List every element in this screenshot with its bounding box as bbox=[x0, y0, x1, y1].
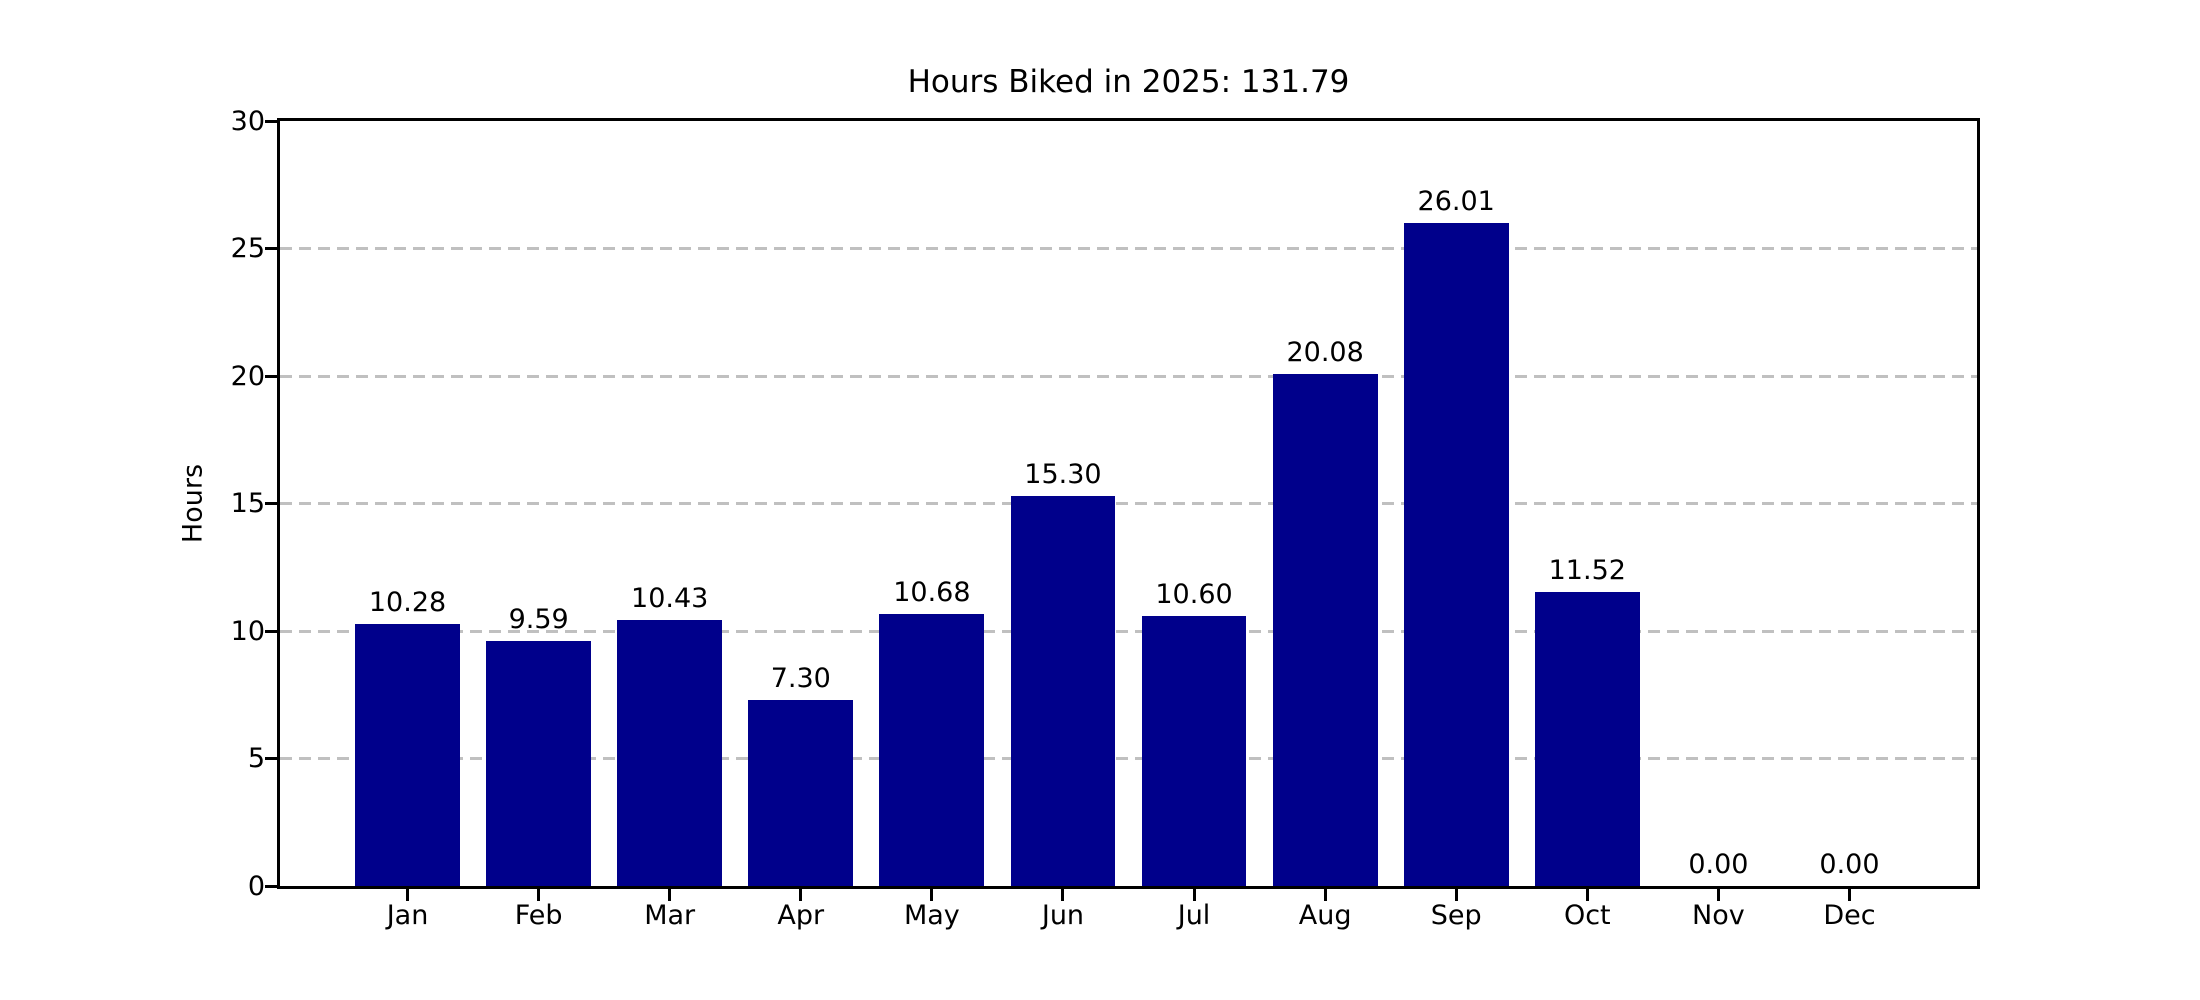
gridline bbox=[280, 374, 1977, 378]
y-tick-mark bbox=[265, 884, 277, 888]
x-tick-mark bbox=[930, 889, 934, 901]
bar-value-label: 10.68 bbox=[893, 576, 971, 608]
bar bbox=[1141, 615, 1247, 886]
x-tick-label: Jun bbox=[1041, 900, 1085, 931]
x-tick-mark bbox=[1716, 889, 1720, 901]
bar bbox=[355, 623, 460, 886]
y-tick-mark bbox=[265, 629, 277, 633]
x-tick-mark bbox=[799, 889, 803, 901]
x-tick-mark bbox=[1323, 889, 1327, 901]
y-tick-mark bbox=[265, 502, 277, 505]
chart-title: Hours Biked in 2025: 131.79 bbox=[907, 64, 1350, 100]
gridline bbox=[280, 502, 1977, 505]
bar bbox=[1403, 222, 1509, 886]
x-tick-mark bbox=[1847, 889, 1851, 901]
x-tick-label: Mar bbox=[644, 900, 696, 931]
x-tick-mark bbox=[1061, 889, 1065, 901]
x-tick-mark bbox=[668, 889, 672, 901]
x-tick-label: Apr bbox=[777, 900, 825, 931]
bar bbox=[1010, 495, 1116, 886]
x-tick-mark bbox=[406, 889, 410, 901]
bar-value-label: 15.30 bbox=[1024, 458, 1102, 490]
bar bbox=[879, 613, 985, 886]
x-tick-label: Jul bbox=[1177, 900, 1211, 931]
x-tick-label: Jan bbox=[386, 900, 429, 931]
plot-area: 10.28 9.59 10.43 7.30 10.68 15.30 10.60 20.08 26… bbox=[265, 118, 1980, 901]
bar-value-label: 10.60 bbox=[1155, 578, 1233, 610]
y-tick-mark bbox=[265, 119, 277, 123]
bar-value-label: 10.28 bbox=[368, 586, 447, 618]
x-tick-mark bbox=[1454, 889, 1458, 901]
y-tick-label: 20 bbox=[230, 360, 265, 392]
bar bbox=[748, 699, 854, 886]
x-tick-label: Feb bbox=[514, 900, 563, 931]
x-tick-mark bbox=[537, 889, 541, 901]
bar-value-label: 10.43 bbox=[631, 583, 709, 615]
y-tick-label: 25 bbox=[230, 233, 265, 264]
x-tick-label: Aug bbox=[1298, 900, 1352, 931]
y-tick-mark bbox=[265, 247, 277, 250]
x-tick-mark bbox=[1585, 889, 1589, 901]
x-tick-label: Dec bbox=[1823, 900, 1876, 931]
bar-value-label: 11.52 bbox=[1548, 555, 1626, 587]
y-tick-label: 10 bbox=[230, 615, 265, 647]
y-tick-label: 0 bbox=[247, 870, 265, 902]
bar-value-label: 9.59 bbox=[508, 604, 569, 636]
bar bbox=[1272, 373, 1378, 886]
x-tick-label: May bbox=[903, 900, 960, 931]
bar bbox=[486, 641, 592, 886]
y-tick-label: 30 bbox=[230, 105, 265, 137]
x-tick-mark bbox=[1192, 889, 1196, 901]
bar-value-label: 0.00 bbox=[1819, 849, 1880, 880]
x-tick-label: Nov bbox=[1692, 900, 1745, 931]
x-tick-label: Sep bbox=[1430, 900, 1482, 931]
bar-value-label: 20.08 bbox=[1286, 336, 1364, 368]
bar bbox=[617, 620, 723, 886]
bar-value-label: 26.01 bbox=[1417, 185, 1495, 217]
bar-value-label: 7.30 bbox=[770, 662, 831, 694]
y-tick-label: 15 bbox=[230, 488, 265, 519]
y-tick-mark bbox=[265, 374, 277, 378]
gridline bbox=[280, 757, 1977, 760]
y-tick-label: 5 bbox=[247, 743, 265, 774]
bar-value-label: 0.00 bbox=[1688, 849, 1749, 880]
y-tick-mark bbox=[265, 757, 277, 760]
gridline bbox=[280, 247, 1977, 250]
x-tick-label: Oct bbox=[1563, 900, 1611, 931]
bar bbox=[1534, 592, 1640, 886]
gridline bbox=[280, 629, 1977, 633]
